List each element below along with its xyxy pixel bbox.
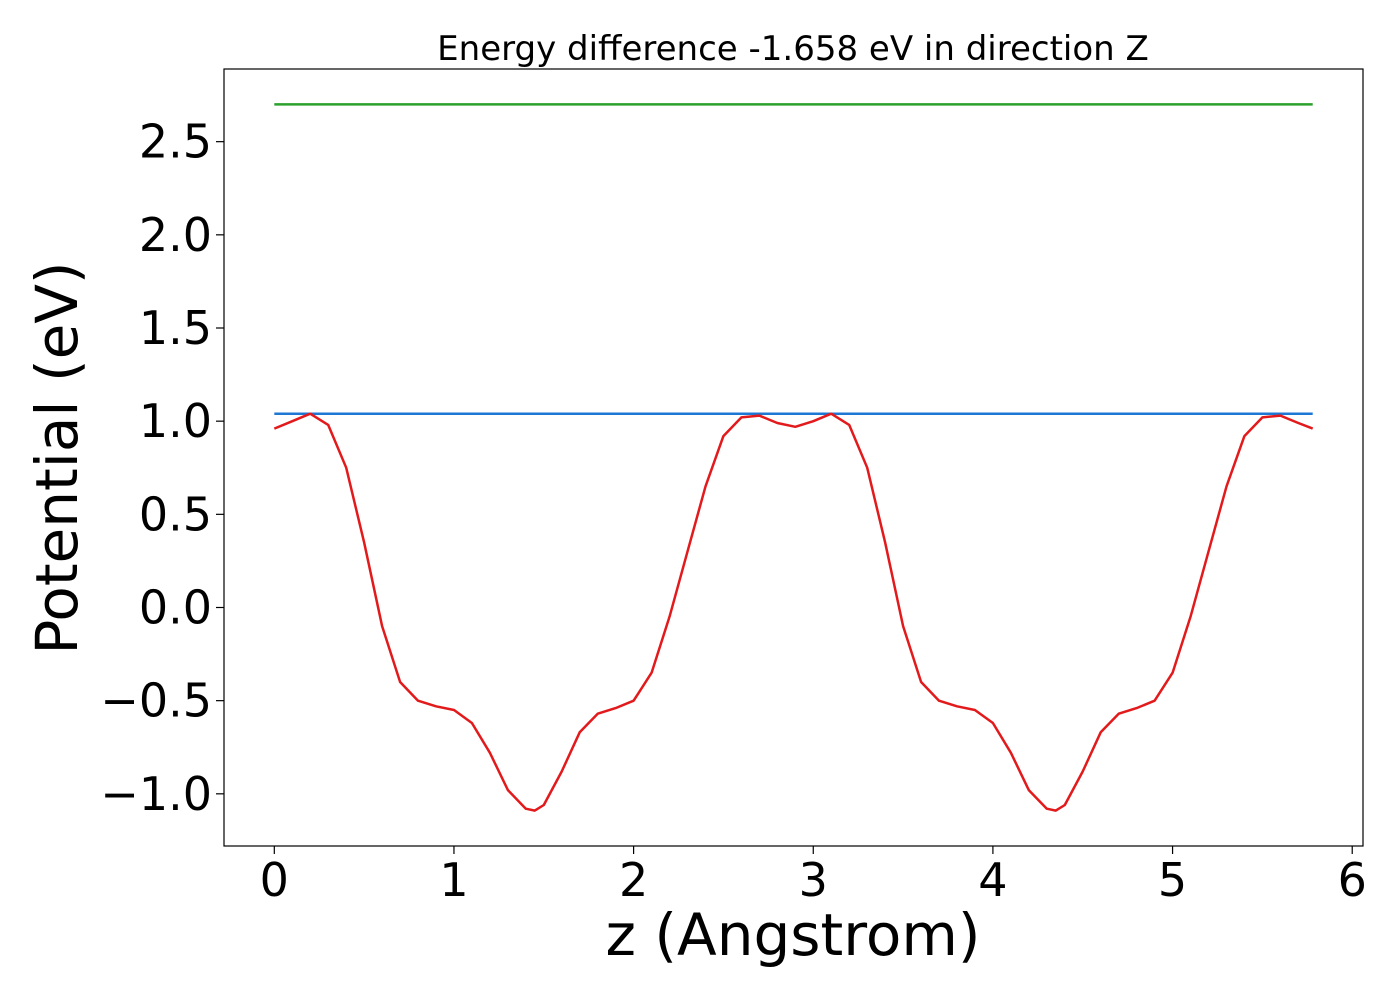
x-tick-label: 2 — [619, 853, 648, 907]
x-tick-label: 3 — [799, 853, 828, 907]
plot-frame — [223, 68, 1364, 847]
x-tick-label: 5 — [1158, 853, 1187, 907]
x-tick-label: 0 — [260, 853, 289, 907]
y-tick-label: 1.5 — [139, 301, 212, 355]
series-layer — [273, 103, 1314, 812]
y-tick-label: 0.0 — [139, 580, 212, 634]
y-tick-label: −1.0 — [100, 767, 212, 821]
y-tick-label: 0.5 — [139, 487, 212, 541]
x-axis-ticks: 0 1 2 3 4 5 6 — [260, 846, 1367, 907]
y-axis-label: Potential (eV) — [23, 261, 91, 654]
x-tick-label: 6 — [1338, 853, 1367, 907]
y-tick-label: −0.5 — [100, 674, 212, 728]
y-axis-ticks: −1.0 −0.5 0.0 0.5 1.0 1.5 2.0 2.5 — [100, 115, 224, 821]
x-tick-label: 1 — [439, 853, 468, 907]
chart-title: Energy difference -1.658 eV in direction… — [437, 29, 1149, 69]
y-tick-label: 1.0 — [139, 394, 212, 448]
x-axis-label: z (Angstrom) — [606, 901, 981, 969]
y-tick-label: 2.0 — [139, 208, 212, 262]
x-tick-label: 4 — [978, 853, 1007, 907]
series-line-2 — [273, 412, 1314, 812]
y-tick-label: 2.5 — [139, 115, 212, 169]
